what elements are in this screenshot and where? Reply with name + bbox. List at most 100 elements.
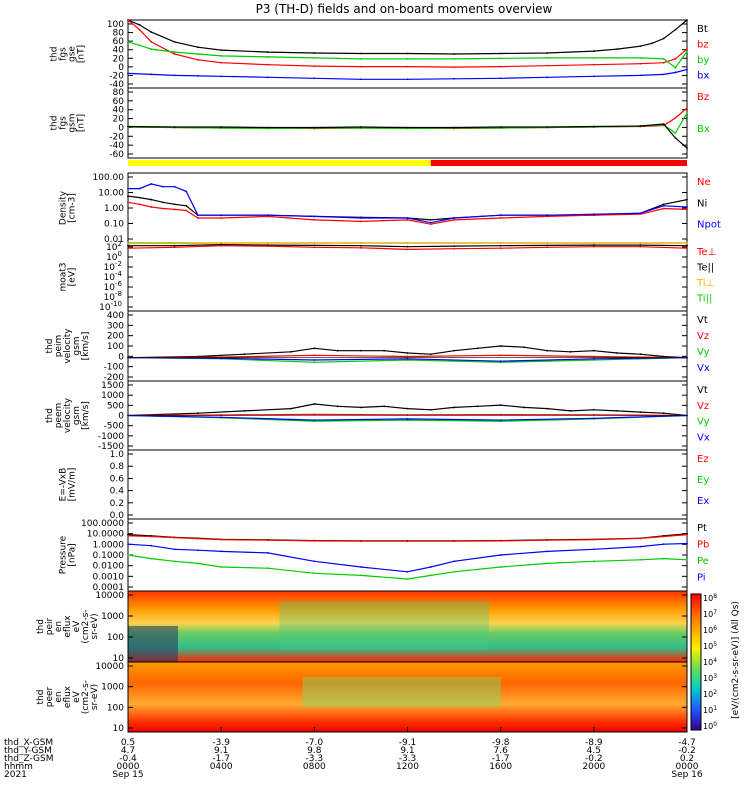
y-tick-label: 10000 — [95, 662, 124, 672]
x-row-value: 0000 — [676, 762, 699, 772]
data-point-Npot — [429, 221, 432, 224]
data-point-Te⊥ — [499, 247, 502, 250]
data-point-Ni — [429, 219, 432, 221]
data-point-Pi — [406, 570, 409, 573]
y-tick-label: 1500 — [101, 381, 124, 391]
x-row-value: -1.7 — [492, 754, 510, 764]
x-row-value: 2000 — [582, 762, 605, 772]
data-point-bx — [406, 78, 409, 81]
data-point-Pi — [592, 548, 595, 551]
x-row-label: thd_X-GSM — [4, 738, 53, 748]
y-tick-label: 0 — [118, 412, 124, 422]
data-point-Npot — [185, 190, 188, 193]
data-point-Vz — [313, 413, 316, 416]
data-point-Bt — [546, 126, 549, 128]
series-Ne-density — [127, 201, 688, 225]
data-point-Bt — [127, 125, 129, 128]
y-axis-label: [mV/m] — [68, 468, 78, 502]
data-point-Vx — [313, 359, 316, 361]
data-point-Vt — [196, 412, 199, 415]
data-point-by — [453, 57, 455, 60]
data-point-by — [220, 55, 223, 57]
data-point-bx — [266, 76, 269, 79]
legend-entry: Ti|| — [696, 294, 712, 305]
data-point-Te|| — [592, 244, 595, 246]
data-point-Bt — [196, 46, 199, 49]
data-point-Te⊥ — [686, 247, 688, 250]
y-tick-label: 1000 — [101, 683, 124, 693]
y-axis-label: fgs — [59, 116, 69, 130]
series-bz-fgs-gse — [127, 19, 688, 68]
data-point-Pe — [266, 567, 269, 570]
x-row-value: 0000 — [117, 762, 140, 772]
data-point-Ti⊥ — [127, 242, 129, 245]
data-point-Pe — [150, 557, 153, 560]
y-tick-label: -1000 — [98, 432, 124, 442]
y-tick-label: 0.0100 — [93, 562, 125, 572]
data-point-Vt — [523, 406, 525, 409]
data-point-Ni — [185, 204, 188, 207]
y-axis-label: eV — [72, 620, 82, 633]
series-Pi-pressure — [127, 542, 688, 573]
x-row-value: 4.5 — [587, 746, 601, 756]
data-point-Ti⊥ — [173, 242, 176, 245]
data-point-Vt — [336, 405, 339, 408]
x-row-value: 9.1 — [214, 746, 228, 756]
data-point-by — [662, 57, 665, 60]
series-Bz-fgs-gsm — [127, 107, 688, 130]
data-point-bx — [220, 75, 223, 78]
data-point-Pe — [592, 560, 595, 563]
data-point-Vx — [406, 418, 409, 420]
panel-peer-spectrogram: 10000 1000 100 10 thd peer en eflux eV (cm2-s-sr-… — [36, 661, 688, 734]
data-point-bx — [453, 77, 455, 80]
y-tick-label: -20 — [109, 132, 124, 142]
x-row-value: -0.4 — [119, 754, 137, 764]
y-tick-label: 0 — [118, 63, 124, 73]
series-Pb-pressure — [127, 534, 688, 542]
series-bx-fgs-gse — [127, 68, 688, 80]
data-point-bx — [196, 74, 199, 77]
data-point-Bt — [220, 126, 223, 128]
colorbar-label: [eV/(cm2-s-sr-eV)] (All Qs) — [731, 601, 741, 719]
data-point-by — [639, 56, 642, 59]
legend-entry: Ni — [697, 198, 707, 209]
legend-entry: Ne — [697, 177, 711, 188]
colorbar-tick-label: 108 — [703, 593, 717, 603]
data-point-bx — [639, 74, 642, 77]
data-point-Vt — [499, 404, 502, 407]
data-point-Ne — [453, 219, 455, 221]
data-point-Pi — [127, 543, 129, 546]
data-point-Vt — [360, 406, 362, 409]
legend-entry: Te⊥ — [696, 247, 716, 258]
data-point-Te⊥ — [220, 244, 223, 247]
y-tick-label: -40 — [109, 80, 124, 90]
data-point-Vt — [429, 353, 432, 356]
data-point-Npot — [138, 187, 141, 190]
data-point-Ti⊥ — [639, 242, 642, 244]
x-row-value: -4.7 — [678, 738, 696, 748]
data-point-Bt — [313, 52, 316, 54]
y-axis-label: peem — [54, 403, 64, 429]
spectrogram-green-band — [302, 677, 501, 707]
data-point-Pb — [196, 537, 199, 540]
y-tick-label: 0.2 — [110, 499, 124, 509]
y-tick-label: 1.00 — [104, 204, 124, 214]
data-point-Bt — [138, 23, 141, 26]
data-point-Bx — [686, 112, 688, 114]
data-point-Ti⊥ — [360, 242, 362, 244]
data-point-Pb — [313, 539, 316, 542]
data-point-Pe — [639, 558, 642, 561]
data-point-Pe — [546, 562, 549, 565]
y-axis-label: peir — [45, 617, 55, 635]
data-point-Bt — [266, 126, 269, 129]
legend-entry: Ti⊥ — [696, 278, 714, 289]
y-tick-label: 80 — [113, 29, 125, 39]
panel-frame — [127, 172, 688, 244]
x-axis-rows: thd_X-GSM 0.5 -3.9 -7.0 -9.1 -9.8 -8.9 -4.7 thd_… — [4, 727, 703, 780]
data-point-bx — [173, 74, 176, 77]
data-point-Pi — [499, 554, 502, 556]
y-tick-label: 300 — [107, 321, 124, 331]
